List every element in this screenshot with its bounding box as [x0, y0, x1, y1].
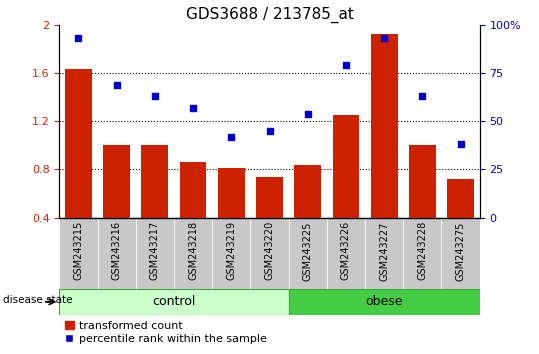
Text: GSM243226: GSM243226: [341, 221, 351, 280]
Bar: [212, 218, 251, 289]
Bar: [59, 218, 98, 289]
Bar: [174, 218, 212, 289]
Bar: [256, 177, 283, 266]
Bar: [447, 179, 474, 266]
Point: [74, 35, 82, 41]
Bar: [294, 165, 321, 266]
Bar: [59, 289, 288, 315]
Bar: [141, 145, 168, 266]
Text: disease state: disease state: [3, 296, 72, 306]
Bar: [179, 162, 206, 266]
Bar: [403, 218, 441, 289]
Point: [265, 128, 274, 134]
Text: GSM243225: GSM243225: [303, 221, 313, 281]
Point: [418, 93, 427, 99]
Text: GSM243228: GSM243228: [417, 221, 427, 280]
Bar: [136, 218, 174, 289]
Bar: [409, 145, 436, 266]
Bar: [288, 218, 327, 289]
Bar: [371, 34, 398, 266]
Point: [342, 62, 350, 68]
Text: obese: obese: [365, 295, 403, 308]
Point: [380, 35, 389, 41]
Legend: transformed count, percentile rank within the sample: transformed count, percentile rank withi…: [65, 321, 267, 344]
Bar: [365, 218, 403, 289]
Text: GSM243216: GSM243216: [112, 221, 122, 280]
Point: [189, 105, 197, 110]
Bar: [288, 289, 480, 315]
Bar: [327, 218, 365, 289]
Bar: [251, 218, 288, 289]
Bar: [441, 218, 480, 289]
Point: [150, 93, 159, 99]
Text: GSM243215: GSM243215: [73, 221, 84, 280]
Bar: [333, 115, 360, 266]
Text: control: control: [152, 295, 196, 308]
Bar: [103, 145, 130, 266]
Bar: [218, 168, 245, 266]
Text: GSM243217: GSM243217: [150, 221, 160, 280]
Point: [227, 134, 236, 139]
Text: GSM243275: GSM243275: [455, 221, 466, 281]
Point: [112, 82, 121, 87]
Bar: [98, 218, 136, 289]
Text: GSM243220: GSM243220: [265, 221, 274, 280]
Text: GSM243218: GSM243218: [188, 221, 198, 280]
Point: [457, 142, 465, 147]
Bar: [65, 69, 92, 266]
Text: GSM243219: GSM243219: [226, 221, 236, 280]
Text: GSM243227: GSM243227: [379, 221, 389, 281]
Point: [303, 111, 312, 116]
Title: GDS3688 / 213785_at: GDS3688 / 213785_at: [185, 7, 354, 23]
